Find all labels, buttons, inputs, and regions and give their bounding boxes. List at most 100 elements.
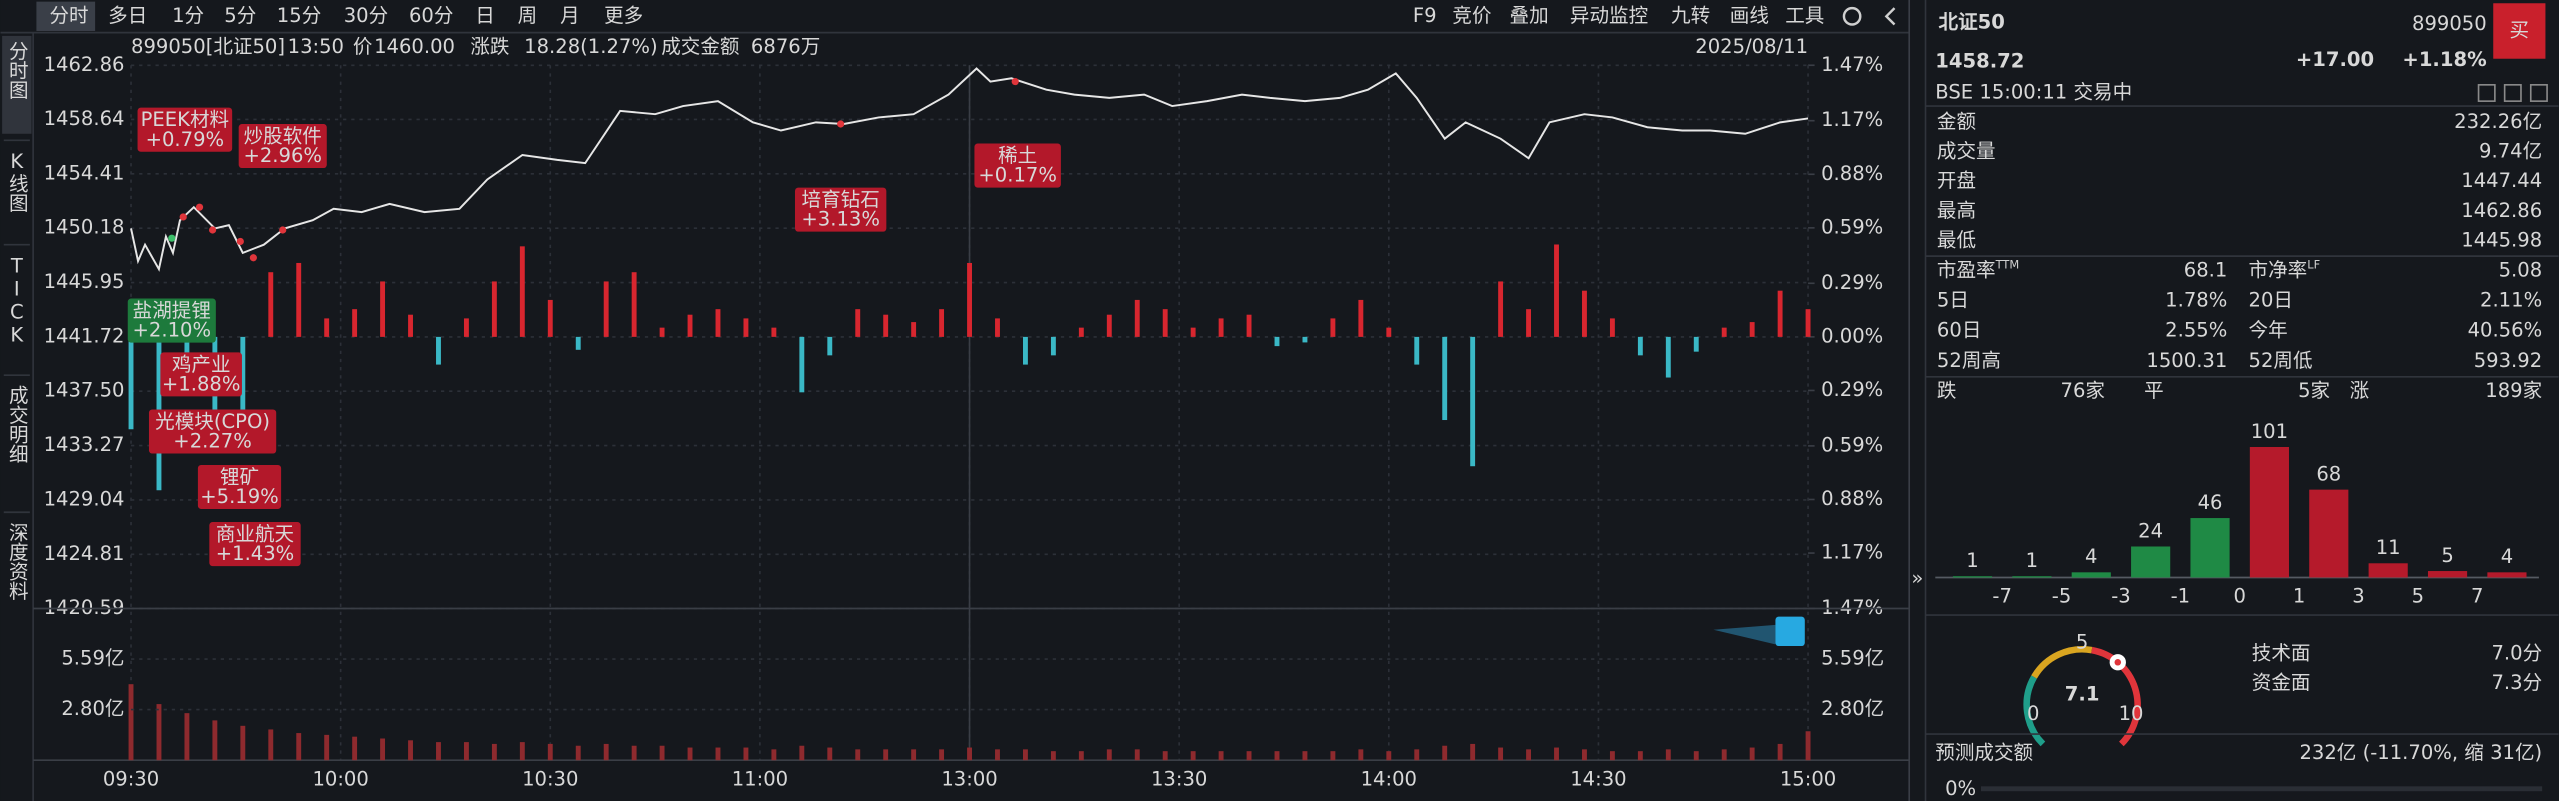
tool-button[interactable]: F9 <box>1413 4 1437 27</box>
info-time: 13:50 <box>288 35 344 58</box>
event-name: 光模块(CPO) <box>155 410 270 433</box>
tool-icon[interactable] <box>2529 84 2548 102</box>
y2-tick-label: 0.59% <box>1821 433 1883 456</box>
bar <box>799 745 805 761</box>
period-tab[interactable]: 分时 <box>49 4 88 27</box>
event-tag[interactable] <box>794 187 887 232</box>
side-tab[interactable]: 深度资料 <box>5 522 28 600</box>
trade-status: BSE 15:00:11 交易中 <box>1935 80 2132 103</box>
event-change: +2.27% <box>173 430 252 453</box>
bar <box>1358 299 1364 337</box>
bar <box>1330 318 1336 337</box>
tab-selected <box>36 1 96 31</box>
period-tab[interactable]: 30分 <box>344 4 388 27</box>
bar <box>519 246 525 337</box>
side-tab[interactable]: 成交明细 <box>5 385 28 463</box>
period-tab[interactable]: 1分 <box>172 4 204 27</box>
dist-bar <box>2249 446 2289 578</box>
period-tab[interactable]: 月 <box>560 4 580 27</box>
breadth-up-label: 涨 <box>2350 379 2370 402</box>
event-tag[interactable] <box>197 464 282 509</box>
period-tab[interactable]: 多日 <box>108 4 147 27</box>
bar <box>547 743 553 761</box>
dist-edge-label: -7 <box>1992 585 2012 608</box>
event-tag[interactable] <box>160 352 242 397</box>
info-price-label: 价 <box>353 35 373 58</box>
bar <box>1498 747 1504 761</box>
bar <box>575 745 581 761</box>
bar <box>995 749 1000 761</box>
period-tab[interactable]: 5分 <box>224 4 256 27</box>
y2-tick-label: 1.47% <box>1821 53 1883 76</box>
buy-button[interactable] <box>2493 3 2546 59</box>
period-tab[interactable]: 15分 <box>277 4 321 27</box>
event-change: +0.79% <box>146 128 225 151</box>
bar <box>1637 336 1643 356</box>
bar <box>631 272 637 337</box>
period-tab[interactable]: 更多 <box>604 4 643 27</box>
bar <box>883 314 889 337</box>
x-tick-label: 10:00 <box>312 767 368 790</box>
y-tick-label: 1445.95 <box>44 270 125 293</box>
y-tick-label: 1458.64 <box>44 107 125 130</box>
event-tag[interactable] <box>137 107 233 152</box>
gauge-knob-center <box>2114 658 2122 666</box>
y2-tick-label: 0.88% <box>1821 162 1883 185</box>
event-tag[interactable] <box>127 298 216 343</box>
bar <box>268 272 274 337</box>
bar <box>184 713 190 761</box>
buy-label[interactable]: 买 <box>2510 18 2530 41</box>
score-value: 7.1 <box>2065 682 2100 705</box>
volume-tick-label-right: 2.80亿 <box>1821 697 1884 720</box>
streak-icon <box>1713 624 1776 645</box>
pair-value: 1.78% <box>2165 288 2227 311</box>
settings-icon[interactable] <box>1842 6 1862 26</box>
bar <box>1218 751 1224 761</box>
event-tag[interactable] <box>148 409 277 454</box>
dist-bar <box>2368 563 2408 578</box>
score-row-value: 7.0分 <box>2491 642 2542 665</box>
bar <box>1693 336 1699 352</box>
progress-track <box>1980 786 2543 792</box>
event-tag[interactable] <box>974 143 1061 188</box>
bar <box>128 684 134 761</box>
bar <box>212 720 218 761</box>
period-tab[interactable]: 周 <box>518 4 538 27</box>
bar <box>1302 751 1308 761</box>
tool-button[interactable]: 画线 <box>1730 4 1769 27</box>
event-change: +1.88% <box>162 373 241 396</box>
tool-button[interactable]: 叠加 <box>1510 4 1549 27</box>
pair-label: 52周高 <box>1937 349 2001 372</box>
event-tag[interactable] <box>238 123 327 169</box>
bar <box>1134 749 1140 761</box>
period-tab[interactable]: 60分 <box>409 4 453 27</box>
bar <box>1134 299 1140 337</box>
score-row-value: 7.3分 <box>2491 671 2542 694</box>
back-icon[interactable] <box>1884 7 1896 26</box>
bar <box>1609 751 1615 761</box>
score-label: 技术面 <box>2252 642 2311 665</box>
side-tab[interactable]: TICK <box>5 254 28 346</box>
side-tab[interactable]: K线图 <box>5 150 28 212</box>
bar <box>715 309 721 337</box>
bar <box>380 281 386 337</box>
event-change: +5.19% <box>200 485 279 508</box>
tool-button[interactable]: 异动监控 <box>1570 4 1648 27</box>
collapse-icon[interactable]: » <box>1911 567 1923 590</box>
period-tab[interactable]: 日 <box>475 4 495 27</box>
breadth-up: 189家 <box>2485 379 2542 402</box>
side-tab[interactable]: 分时图 <box>5 41 28 100</box>
bar <box>1330 751 1336 761</box>
dist-value-label: 24 <box>2138 519 2163 542</box>
tool-button[interactable]: 工具 <box>1785 4 1824 27</box>
breadth-flat: 5家 <box>2298 379 2330 402</box>
tool-button[interactable]: 九转 <box>1671 4 1710 27</box>
tool-button[interactable]: 竞价 <box>1452 4 1491 27</box>
tool-icon[interactable] <box>2477 84 2496 102</box>
event-tag[interactable] <box>209 522 301 567</box>
bar <box>324 318 330 337</box>
tool-icon[interactable] <box>2503 84 2522 102</box>
dist-value-label: 1 <box>2026 549 2038 572</box>
event-change: +1.43% <box>216 542 295 565</box>
